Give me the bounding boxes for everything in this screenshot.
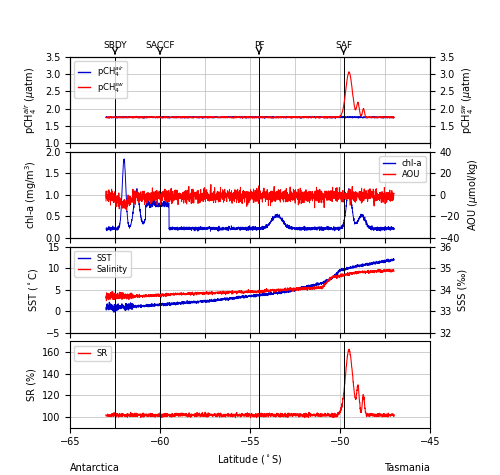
Y-axis label: SR (%): SR (%)	[26, 368, 36, 401]
Legend: SST, Salinity: SST, Salinity	[74, 251, 131, 277]
Text: SBDY: SBDY	[103, 41, 127, 50]
Text: PF: PF	[254, 41, 264, 50]
Y-axis label: AOU ($\mu$mol/kg): AOU ($\mu$mol/kg)	[466, 159, 480, 231]
X-axis label: Latitude ($^\circ$S): Latitude ($^\circ$S)	[218, 453, 282, 466]
Y-axis label: SST ($^\circ$C): SST ($^\circ$C)	[28, 267, 40, 312]
Text: SAF: SAF	[335, 41, 352, 50]
Y-axis label: chl-a (mg/m$^3$): chl-a (mg/m$^3$)	[24, 161, 40, 229]
Text: SACCF: SACCF	[145, 41, 175, 50]
Text: Tasmania: Tasmania	[384, 463, 430, 473]
Legend: pCH$_4^{air}$, pCH$_4^{sw}$: pCH$_4^{air}$, pCH$_4^{sw}$	[74, 61, 128, 98]
Y-axis label: SSS (‰): SSS (‰)	[458, 268, 468, 311]
Y-axis label: pCH$_4^{air}$ ($\mu$atm): pCH$_4^{air}$ ($\mu$atm)	[22, 66, 39, 133]
Legend: chl-a, AOU: chl-a, AOU	[380, 156, 426, 182]
Legend: SR: SR	[74, 345, 111, 361]
Y-axis label: pCH$_4^{sw}$ ($\mu$atm): pCH$_4^{sw}$ ($\mu$atm)	[461, 66, 476, 133]
Text: Antarctica: Antarctica	[70, 463, 120, 473]
